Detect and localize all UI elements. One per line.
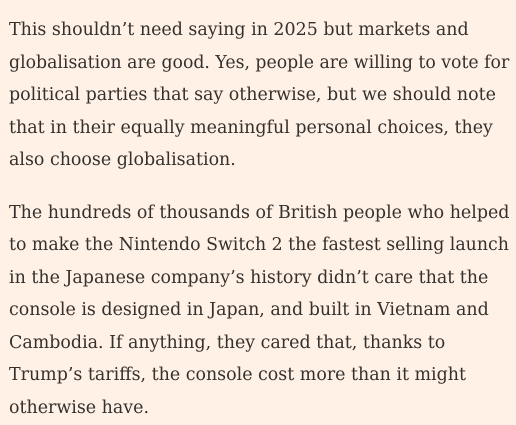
paragraph-line: Cambodia. If anything, they cared that, … — [9, 332, 446, 353]
paragraph-line: otherwise have. — [9, 397, 149, 418]
paragraph-line: also choose globalisation. — [9, 150, 236, 170]
paragraph-line: This shouldn’t need saying in 2025 but m… — [9, 20, 469, 40]
paragraph-line: globalisation are good. Yes, people are … — [9, 52, 510, 73]
paragraph-line: console is designed in Japan, and built … — [9, 300, 489, 320]
paragraph-line: Trump’s tariffs, the console cost more t… — [9, 365, 467, 385]
paragraph-line: The hundreds of thousands of British peo… — [9, 202, 510, 223]
paragraph-line: that in their equally meaningful persona… — [9, 117, 493, 138]
paragraph-line: in the Japanese company’s history didn’t… — [9, 267, 489, 288]
paragraph-2: The hundreds of thousands of British peo… — [9, 197, 511, 425]
paragraph-line: political parties that say otherwise, bu… — [9, 85, 496, 105]
paragraph-1: This shouldn’t need saying in 2025 but m… — [9, 14, 511, 177]
paragraph-line: to make the Nintendo Switch 2 the fastes… — [9, 235, 509, 255]
article-body: This shouldn’t need saying in 2025 but m… — [9, 14, 511, 424]
